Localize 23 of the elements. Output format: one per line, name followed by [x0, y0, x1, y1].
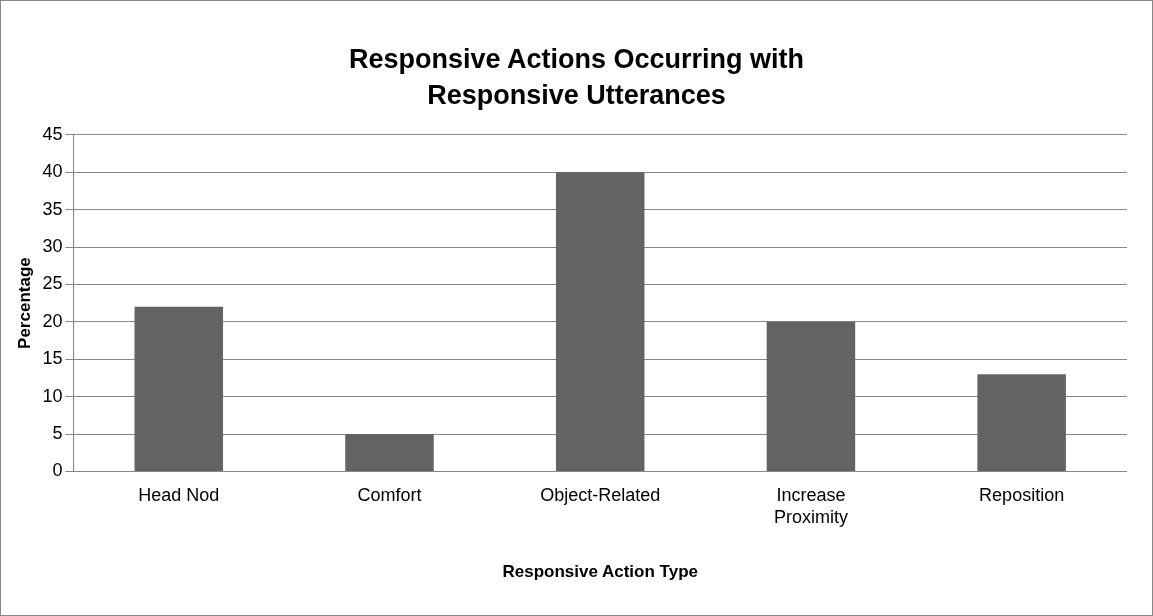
- bar: [977, 374, 1066, 471]
- y-tick-label: 35: [42, 198, 63, 219]
- bar: [345, 434, 434, 471]
- chart-title: Responsive Actions Occurring with Responsive Utterances: [347, 43, 806, 112]
- x-axis-title: Responsive Action Type: [502, 562, 698, 582]
- y-tick-label: 0: [52, 460, 63, 481]
- y-axis-title: Percentage: [14, 257, 34, 349]
- y-tick-label: 10: [42, 385, 63, 406]
- y-tick-label: 25: [42, 273, 63, 294]
- x-tick-label: Head Nod: [138, 485, 220, 506]
- y-tick-label: 45: [42, 123, 63, 144]
- y-tick-label: 20: [42, 310, 63, 331]
- y-tick-label: 15: [42, 348, 63, 369]
- x-tick-label: Reposition: [979, 485, 1065, 506]
- y-tick-label: 5: [52, 422, 63, 443]
- x-tick-label: Increase Proximity: [773, 485, 848, 527]
- x-tick-label: Object-Related: [540, 485, 661, 506]
- bar: [766, 321, 856, 471]
- bar: [134, 306, 224, 471]
- y-tick-label: 30: [42, 235, 63, 256]
- x-tick-label: Comfort: [357, 485, 422, 506]
- bar: [555, 172, 645, 471]
- y-tick-label: 40: [42, 161, 63, 182]
